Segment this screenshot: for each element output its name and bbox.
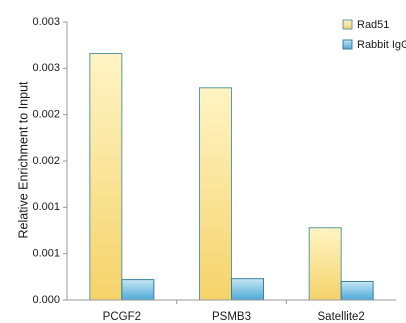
y-tick-label: 0.001 [32, 248, 60, 260]
legend-swatch [342, 19, 353, 30]
legend-label: Rad51 [357, 19, 389, 31]
bar-rad51-psmb3 [199, 87, 232, 301]
y-tick-label: 0.001 [32, 201, 60, 213]
y-tick-label: 0.002 [32, 109, 60, 121]
y-tick-label: 0.003 [32, 62, 60, 74]
bar-rad51-pcgf2 [89, 53, 123, 301]
legend: Rad51 Rabbit IgG [342, 19, 406, 51]
x-category-label: Satellite2 [318, 311, 365, 323]
bar-rabbit-igg-pcgf2 [121, 279, 155, 301]
bar-rad51-satellite2 [308, 227, 342, 301]
legend-label: Rabbit IgG [357, 39, 406, 51]
y-tick-label: 0.000 [32, 294, 60, 306]
x-category-label: PCGF2 [103, 311, 141, 323]
bar-rabbit-igg-psmb3 [231, 278, 264, 301]
y-axis-label: Relative Enrichment to Input [16, 81, 30, 239]
y-tick-label: 0.003 [32, 16, 60, 28]
legend-swatch [342, 39, 353, 50]
bar-rabbit-igg-satellite2 [340, 280, 374, 301]
y-tick-label: 0.002 [32, 155, 60, 167]
x-category-label: PSMB3 [212, 311, 251, 323]
